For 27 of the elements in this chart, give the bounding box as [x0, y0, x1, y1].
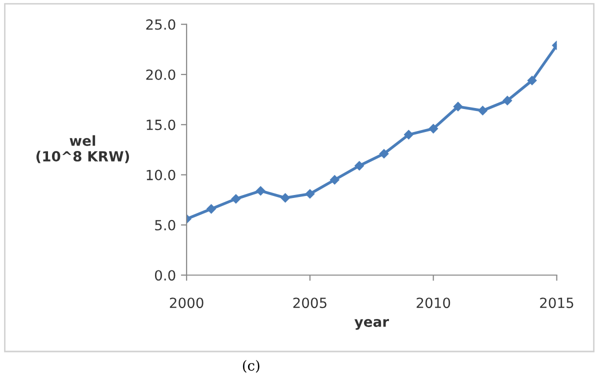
text: (c) [242, 360, 260, 373]
point [453, 102, 463, 112]
y-tick-label: 10.0 [146, 170, 176, 180]
y-tick-label: 0.0 [154, 270, 176, 281]
point [206, 204, 216, 214]
x-tick-label: 2000 [170, 298, 204, 308]
y-tick-label: 25.0 [146, 19, 176, 30]
y-tick-label: 15.0 [146, 120, 176, 130]
point [404, 130, 414, 140]
point [231, 194, 241, 204]
x-axis-title: year [354, 319, 389, 330]
point [354, 161, 364, 170]
point [379, 149, 389, 158]
point [305, 189, 315, 198]
point [256, 186, 266, 196]
point [428, 124, 438, 134]
y-axis-title: wel (10^8 KRW) [36, 135, 130, 164]
x-tick-label: 2015 [540, 298, 574, 308]
point [527, 76, 537, 86]
x-tick-label: 2010 [416, 298, 450, 308]
y-tick-label: 5.0 [155, 220, 176, 230]
y-tick-label: 20.0 [146, 69, 176, 80]
point [502, 96, 512, 106]
point [330, 175, 340, 184]
x-tick-label: 2005 [293, 298, 326, 308]
point [478, 106, 488, 116]
point [280, 193, 290, 202]
